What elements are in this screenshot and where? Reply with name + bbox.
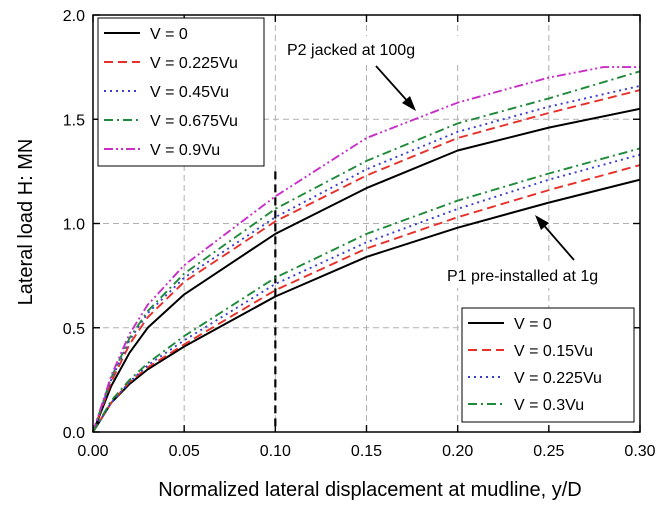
legend-top-label: V = 0.675Vu (150, 113, 238, 130)
legend-top-entry-3: V = 0.675Vu (104, 113, 238, 130)
y-tick-labels: 0.0 0.5 1.0 1.5 2.0 (63, 8, 85, 442)
annotation-p1-arrowhead (535, 215, 549, 230)
axes-layer (92, 14, 641, 433)
series-group-p2 (92, 66, 641, 433)
legend-bottom-label: V = 0.225Vu (514, 370, 602, 387)
series-line-p1-2 (92, 153, 641, 433)
y-tick-label: 1.5 (63, 112, 85, 129)
legend-bottom-entry-3: V = 0.3Vu (468, 397, 584, 414)
legend-bottom-right: V = 0 V = 0.15Vu V = 0.225Vu V = 0.3Vu (461, 307, 635, 423)
legend-bottom-label: V = 0.3Vu (514, 397, 584, 414)
x-tick-label: 0.25 (533, 443, 564, 460)
legend-top-entry-1: V = 0.225Vu (104, 55, 238, 72)
series-layer (92, 66, 641, 433)
annotation-p2: P2 jacked at 100g (280, 36, 474, 111)
y-tick-label: 0.5 (63, 321, 85, 338)
legend-bottom-label: V = 0 (514, 316, 552, 333)
legend-top-label: V = 0.9Vu (150, 142, 220, 159)
series-line-p2-0 (92, 107, 641, 433)
y-tick-label: 0.0 (63, 425, 85, 442)
series-line-p2-1 (92, 89, 641, 433)
x-tick-label: 0.30 (624, 443, 655, 460)
legend-bottom-entry-0: V = 0 (468, 316, 552, 333)
series-line-p2-4 (92, 66, 640, 433)
series-line-p2-2 (92, 84, 641, 433)
series-line-p1-3 (92, 147, 641, 433)
y-axis-title: Lateral load H: MN (15, 139, 37, 306)
annotation-p1-text: P1 pre-installed at 1g (447, 268, 598, 285)
x-tick-labels: 0.00 0.05 0.10 0.15 0.20 0.25 0.30 (77, 443, 655, 460)
annotation-p2-arrowhead (402, 96, 416, 111)
legend-top-entry-4: V = 0.9Vu (104, 142, 220, 159)
x-tick-label: 0.05 (169, 443, 200, 460)
legend-top-label: V = 0.45Vu (150, 84, 229, 101)
legend-top-left: V = 0 V = 0.225Vu V = 0.45Vu V = 0.675Vu V =… (97, 17, 265, 167)
x-axis-title: Normalized lateral displacement at mudli… (158, 479, 582, 501)
x-tick-label: 0.00 (77, 443, 108, 460)
annotation-p1-arrow (540, 221, 575, 261)
y-tick-label: 1.0 (63, 217, 85, 234)
legend-top-label: V = 0 (150, 26, 188, 43)
x-tick-label: 0.20 (442, 443, 473, 460)
legend-top-label: V = 0.225Vu (150, 55, 238, 72)
legend-bottom-entry-1: V = 0.15Vu (468, 343, 593, 360)
legend-bottom-entry-2: V = 0.225Vu (468, 370, 602, 387)
legend-top-entry-2: V = 0.45Vu (104, 84, 229, 101)
annotation-p1: P1 pre-installed at 1g (441, 215, 635, 288)
legend-bottom-label: V = 0.15Vu (514, 343, 593, 360)
x-tick-label: 0.15 (351, 443, 382, 460)
annotation-p2-text: P2 jacked at 100g (287, 42, 415, 59)
x-tick-label: 0.10 (260, 443, 291, 460)
y-tick-label: 2.0 (63, 8, 85, 25)
legend-top-entry-0: V = 0 (104, 26, 188, 43)
series-group-p1 (92, 147, 641, 433)
series-line-p2-3 (92, 70, 641, 433)
annotation-p2-arrow (375, 65, 411, 105)
